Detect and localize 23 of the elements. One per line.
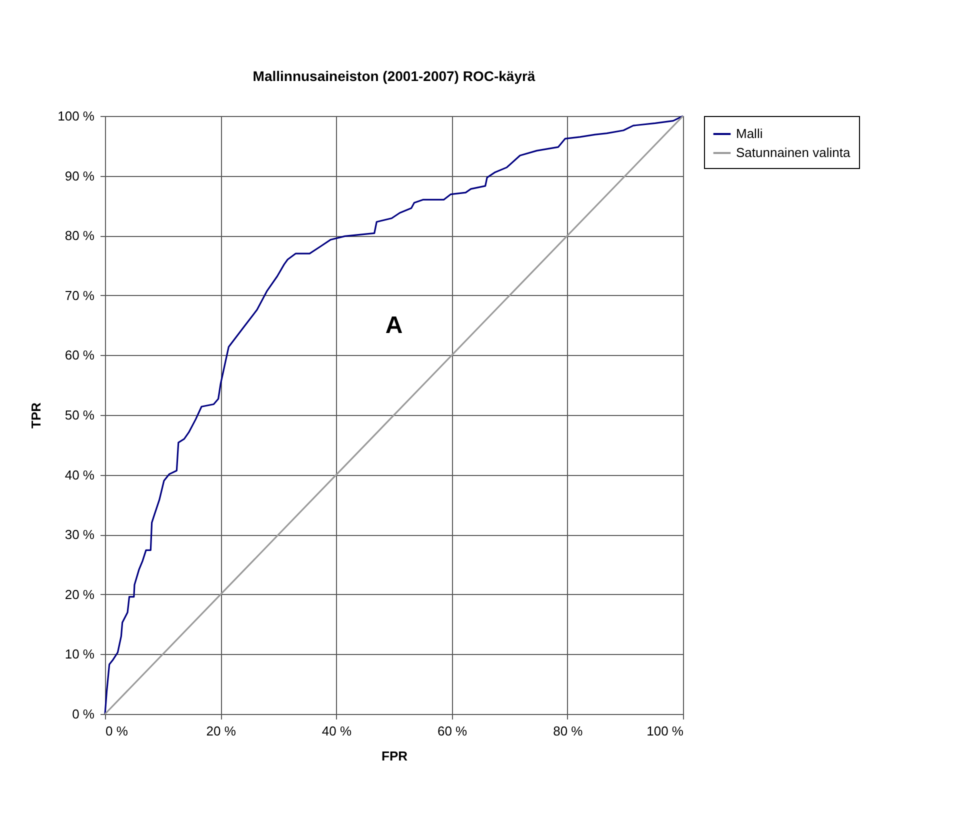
legend-label: Malli <box>736 126 763 141</box>
y-tick-label: 60 % <box>64 348 95 363</box>
y-tick-label: 0 % <box>72 706 95 722</box>
y-tick-label: 70 % <box>64 288 95 303</box>
y-tick-label: 50 % <box>64 408 95 422</box>
x-tick-label: 80 % <box>553 724 584 738</box>
y-tick-label: 100 % <box>58 108 95 124</box>
y-axis-title: TPR <box>28 402 44 428</box>
chart-title: Mallinnusaineiston (2001-2007) ROC-käyrä <box>252 68 536 84</box>
y-tick-label: 90 % <box>64 168 95 184</box>
x-tick-label: 0 % <box>106 724 128 738</box>
x-tick-label: 60 % <box>437 724 468 738</box>
y-tick-label: 20 % <box>64 586 95 602</box>
legend-label: Satunnainen valinta <box>736 145 851 160</box>
y-tick-label: 10 % <box>64 646 95 662</box>
x-tick-label: 20 % <box>206 724 236 738</box>
x-tick-label: 100 % <box>646 724 684 738</box>
y-tick-label: 40 % <box>64 467 95 482</box>
y-tick-label: 80 % <box>64 228 95 244</box>
y-tick-label: 30 % <box>64 527 95 542</box>
x-tick-label: 40 % <box>322 724 352 738</box>
x-axis-title: FPR <box>382 748 408 764</box>
annotation: A <box>385 312 403 339</box>
